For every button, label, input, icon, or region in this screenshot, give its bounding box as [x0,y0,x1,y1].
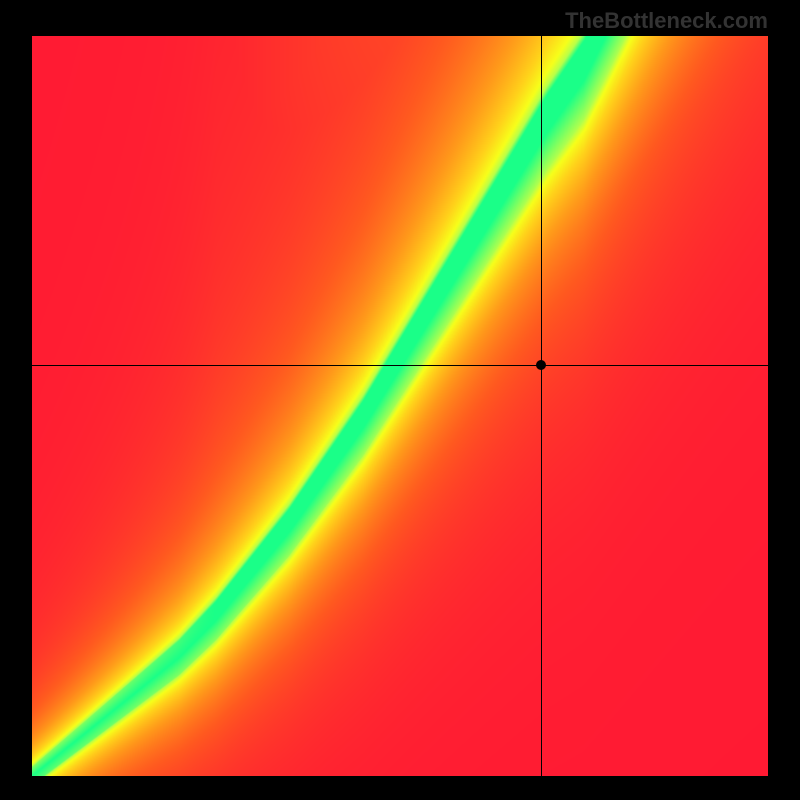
watermark-text: TheBottleneck.com [565,8,768,34]
plot-area [32,36,768,776]
crosshair-marker [536,360,546,370]
crosshair-vertical [541,36,542,776]
crosshair-horizontal [32,365,768,366]
bottleneck-heatmap [32,36,768,776]
